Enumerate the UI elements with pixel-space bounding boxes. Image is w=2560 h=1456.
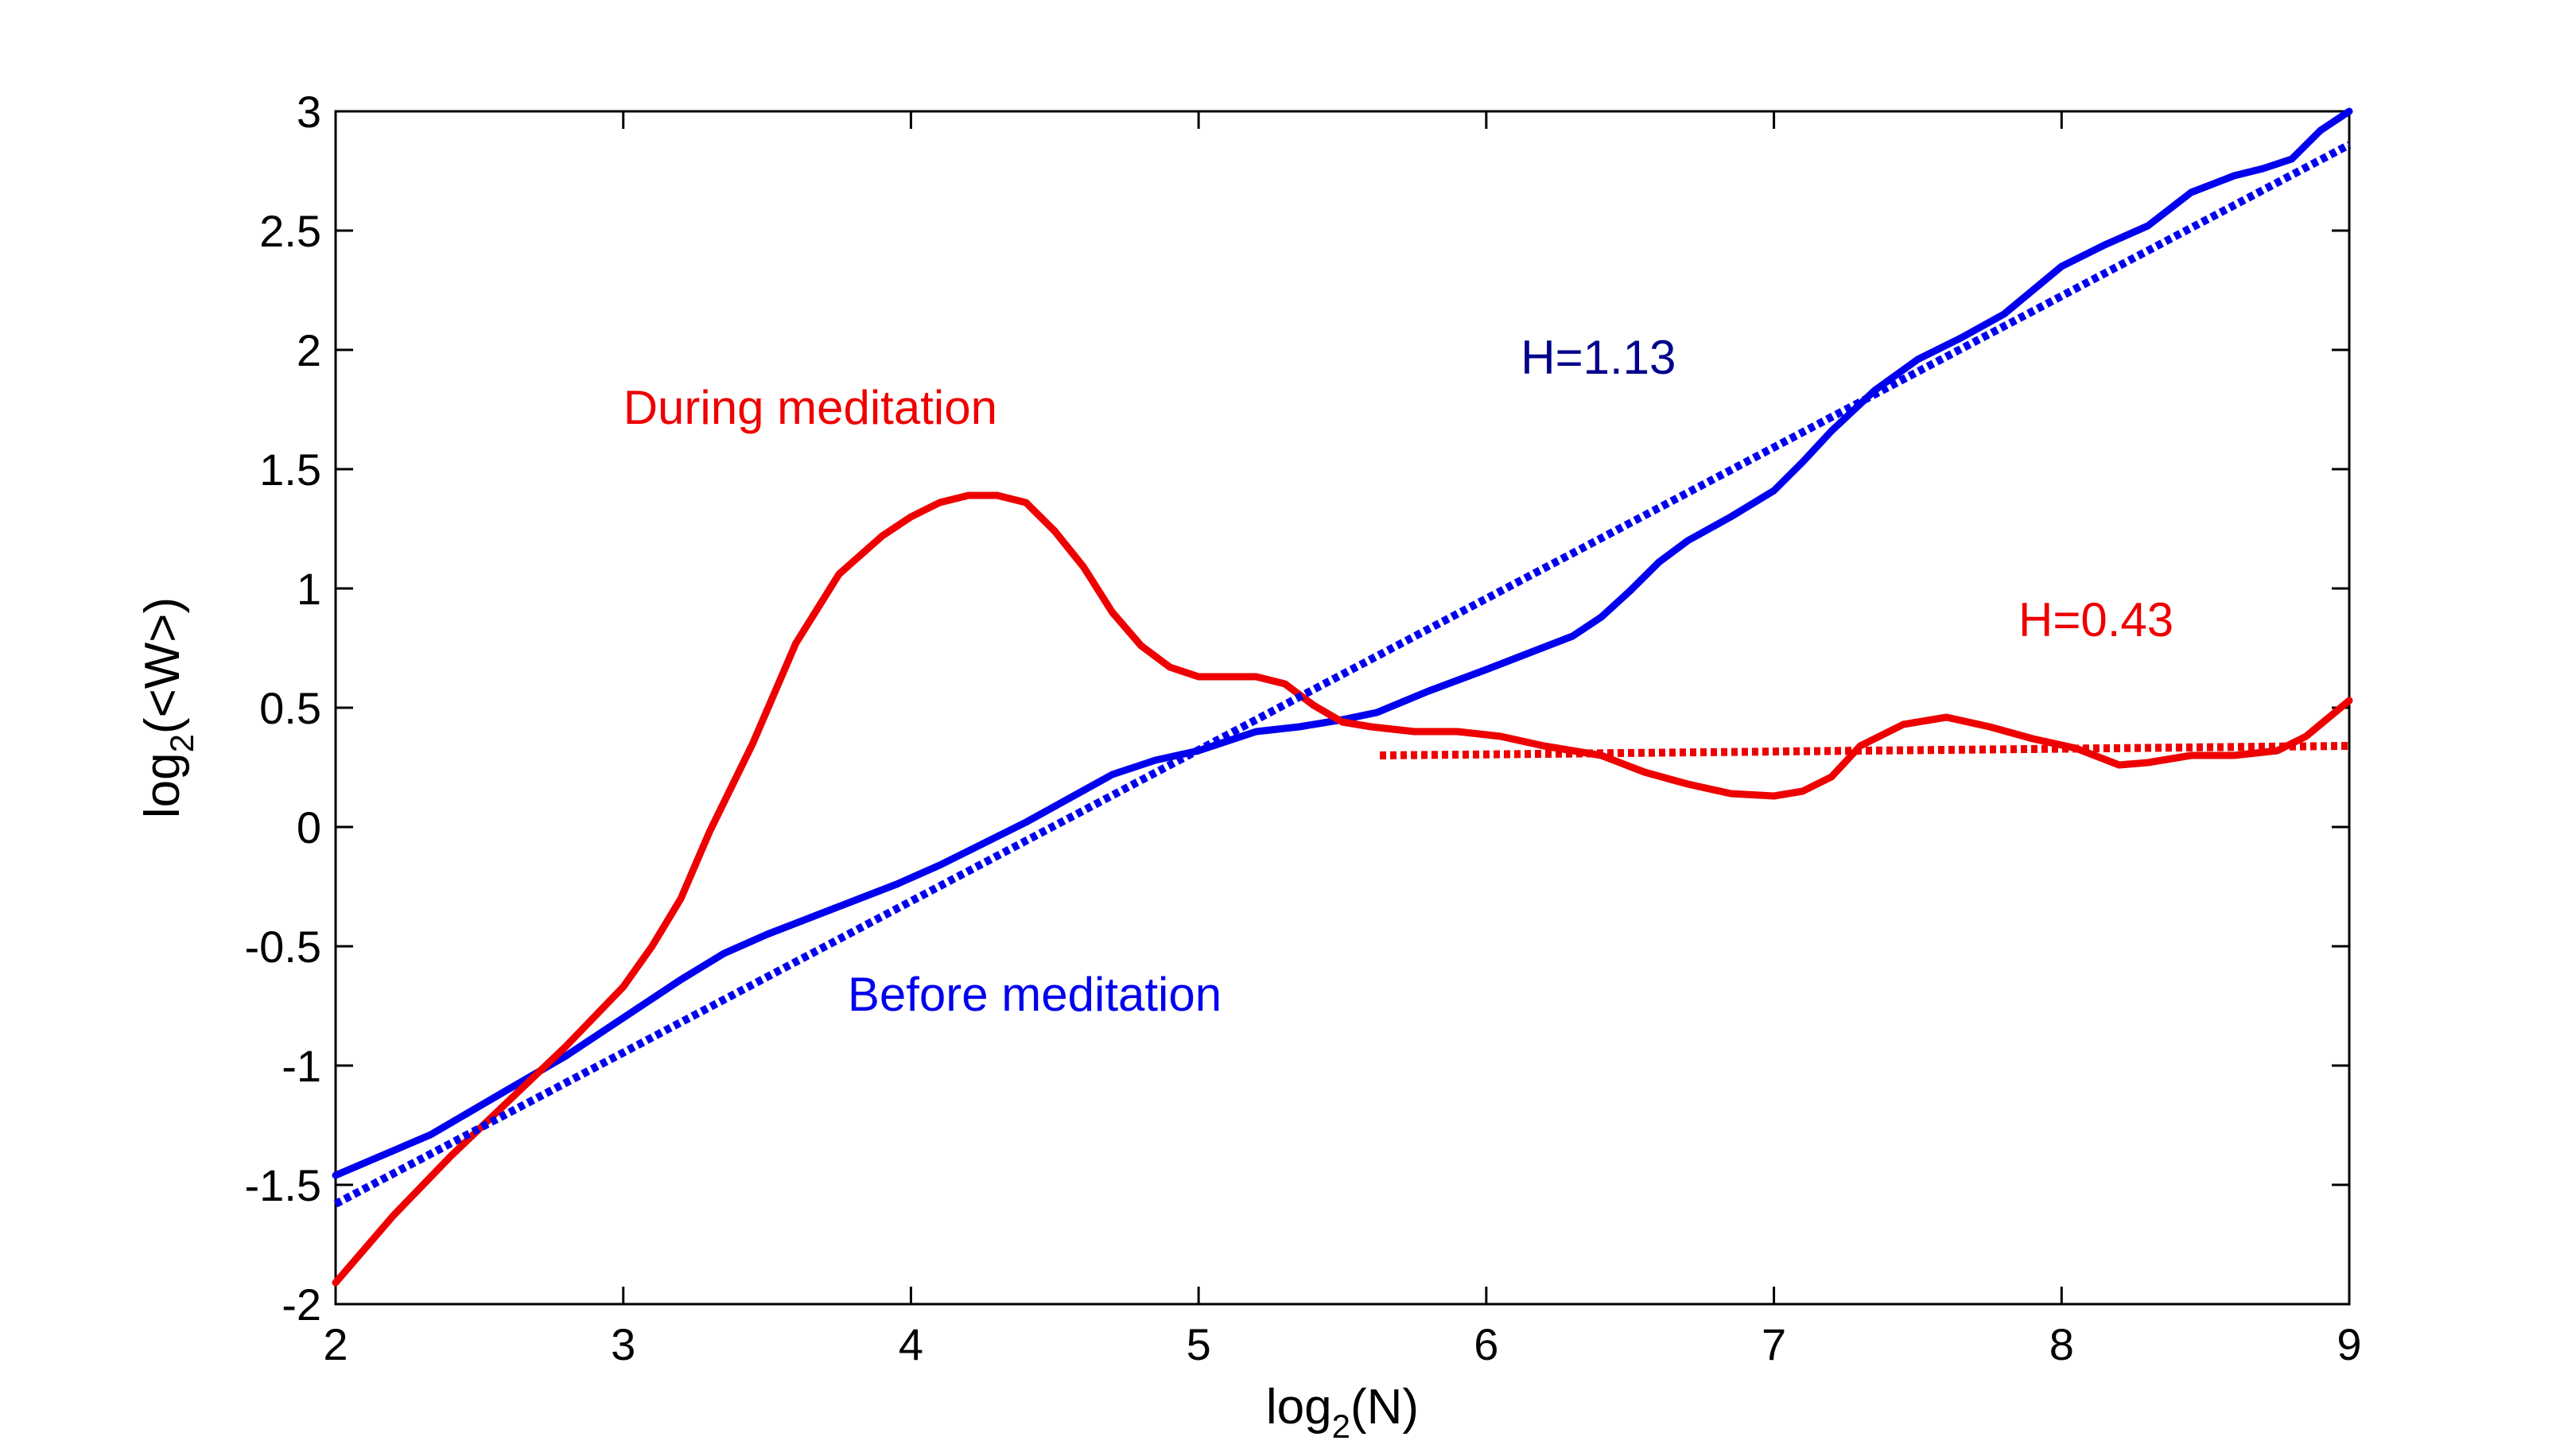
x-tick-label: 4 [899,1319,923,1369]
x-tick-label: 8 [2049,1319,2074,1369]
annotation-during-meditation: During meditation [623,381,997,434]
during-meditation-fit-line [1379,742,2350,759]
annotations: During meditation H=1.13 H=0.43 Before medi… [623,331,2173,1021]
series-group [332,107,2353,1287]
x-tick-label: 5 [1187,1319,1211,1369]
x-tick-label: 9 [2337,1319,2361,1369]
y-tick-label: 1 [297,564,321,614]
plot-frame [334,110,2351,1306]
x-tick-label: 3 [611,1319,635,1369]
y-tick-label: -2 [282,1279,321,1330]
y-tick-label: 2.5 [259,206,321,256]
y-tick-label: 0.5 [259,683,321,733]
axis-labels: log2(N) log2(<W>) [135,597,1419,1445]
x-axis-label: log2(N) [1266,1380,1419,1445]
before-meditation-line [332,107,2353,1179]
x-tick-label: 7 [1762,1319,1786,1369]
y-tick-label: 2 [297,325,321,375]
y-tick-label: 1.5 [259,445,321,495]
annotation-h-0-43: H=0.43 [2018,593,2173,646]
y-tick-label: 0 [297,802,321,852]
x-tick-label: 6 [1474,1319,1498,1369]
y-tick-label: -1.5 [245,1160,322,1210]
x-tick-label: 2 [323,1319,348,1369]
before-meditation-fit-line [333,141,2352,1208]
axes: 2 3 4 5 6 7 8 9 -2 -1.5 -1 -0.5 0 0.5 1 1.5 2 2.5 3 [245,87,2362,1369]
y-tick-label: -1 [282,1041,321,1091]
annotation-h-1-13: H=1.13 [1521,331,1676,384]
annotation-before-meditation: Before meditation [848,968,1222,1021]
y-tick-label: -0.5 [245,922,322,972]
y-axis-label: log2(<W>) [135,597,200,818]
y-tick-label: 3 [297,87,321,137]
